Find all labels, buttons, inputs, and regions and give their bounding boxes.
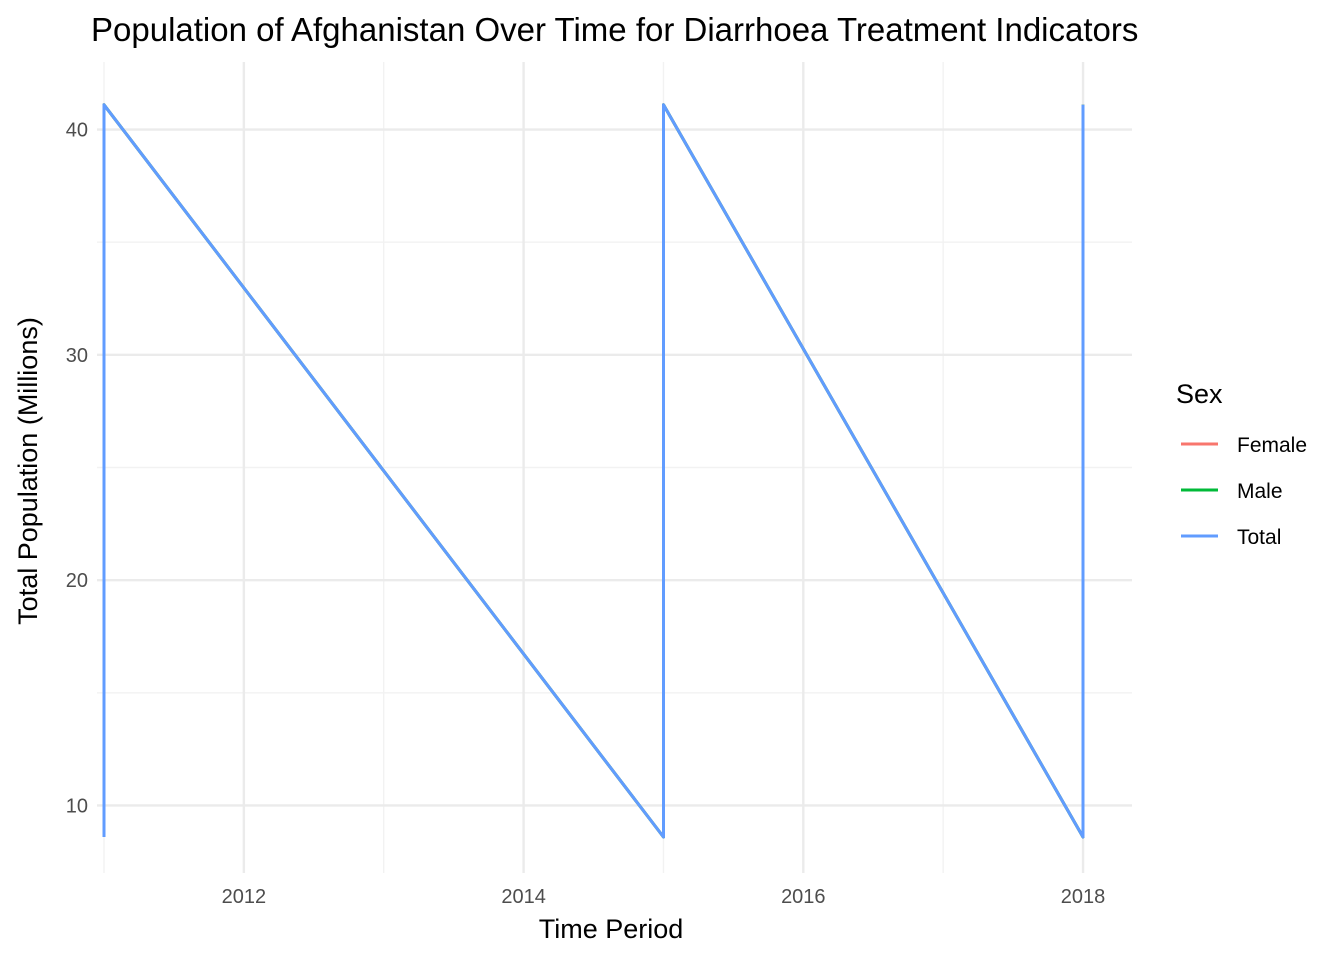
legend-label-male: Male: [1237, 480, 1283, 503]
chart-title: Population of Afghanistan Over Time for …: [91, 11, 1138, 48]
x-tick-label: 2016: [781, 886, 826, 908]
y-axis-tick-labels: 10 20 30 40: [66, 120, 88, 818]
y-tick-label: 10: [66, 795, 88, 817]
x-axis-tick-labels: 2012 2014 2016 2018: [222, 886, 1106, 908]
x-axis-title: Time Period: [539, 914, 684, 944]
series-line-male: [102, 103, 1085, 839]
legend-label-total: Total: [1237, 526, 1281, 549]
series-lines: [102, 103, 1085, 839]
x-tick-label: 2012: [222, 886, 267, 908]
series-line-total: [102, 103, 1085, 839]
legend-label-female: Female: [1237, 434, 1307, 457]
y-axis-title: Total Population (Millions): [13, 317, 43, 625]
y-tick-label: 40: [66, 120, 88, 142]
x-tick-label: 2014: [501, 886, 546, 908]
legend-entries: Female Male Total: [1181, 434, 1307, 549]
legend: Sex Female Male Total: [1176, 379, 1307, 549]
x-tick-label: 2018: [1061, 886, 1106, 908]
series-line-female: [102, 103, 1085, 839]
y-tick-label: 30: [66, 345, 88, 367]
legend-title: Sex: [1176, 379, 1223, 409]
y-tick-label: 20: [66, 570, 88, 592]
minor-gridlines: [97, 62, 1132, 873]
